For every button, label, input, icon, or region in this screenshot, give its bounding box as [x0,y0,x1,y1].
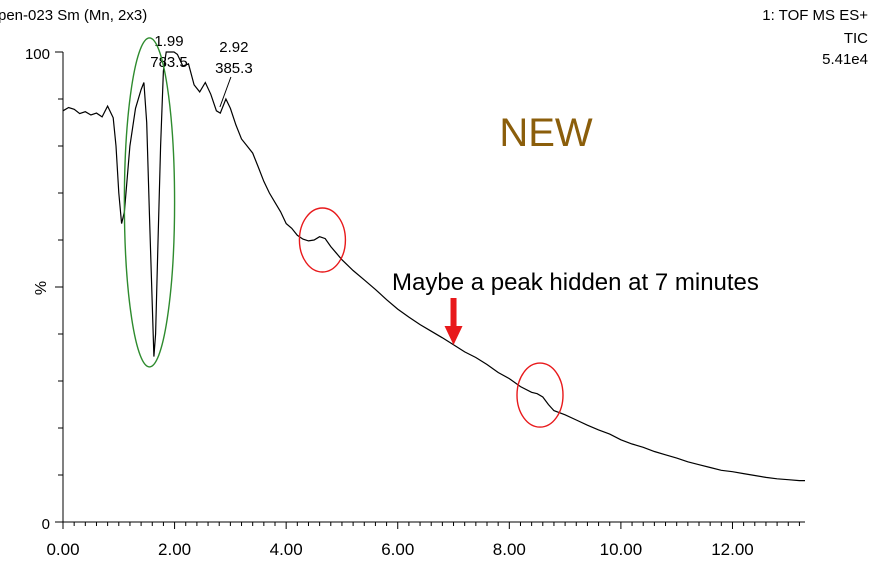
annotation-new-text: NEW [499,111,593,155]
y-tick-label-0: 0 [42,516,50,533]
x-tick-label: 10.00 [600,540,643,559]
chart-header-right-3: 5.41e4 [822,51,868,68]
annotation-red-circles [298,207,564,428]
annotation-red-circle [298,207,347,273]
annotation-red-circle [516,362,564,428]
series-line [62,51,805,482]
x-tick-label: 0.00 [46,540,79,559]
chart-header-right-1: 1: TOF MS ES+ [762,7,868,24]
x-tick-label: 2.00 [158,540,191,559]
x-tick-label: 4.00 [270,540,303,559]
y-tick-label-100: 100 [25,46,50,63]
y-axis-label: % [33,281,50,295]
peak-label-leader [219,76,232,108]
peak-labels: 1.99 783.5 2.92 385.3 [150,33,253,108]
y-axis-minor-ticks [55,51,63,523]
annotation-green-ellipse [123,37,176,368]
x-tick-label: 6.00 [381,540,414,559]
x-axis-tick-labels: 0.00 2.00 4.00 6.00 8.00 10.00 12.00 [46,540,753,559]
chart-header-right-2: TIC [844,30,868,47]
peak-label-text: 2.92 [219,39,248,56]
peak-label-text: 1.99 [154,33,183,50]
annotation-red-arrow [444,298,463,345]
annotation-note-text: Maybe a peak hidden at 7 minutes [392,269,759,296]
chart-header-left: pen-023 Sm (Mn, 2x3) [0,7,147,24]
x-tick-label: 12.00 [711,540,754,559]
peak-label-text: 385.3 [215,60,253,77]
x-tick-label: 8.00 [493,540,526,559]
x-axis-ticks [62,522,800,529]
peak-label-text: 783.5 [150,54,188,71]
